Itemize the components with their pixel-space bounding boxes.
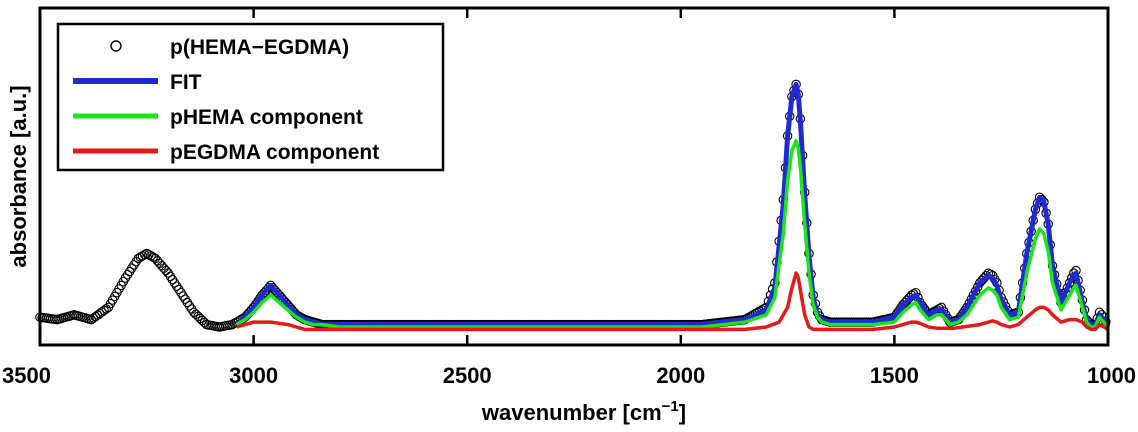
plot-area-frame — [38, 6, 1110, 347]
series-line — [234, 81, 1111, 329]
legend-label: p(HEMA−EGDMA) — [170, 36, 349, 59]
x-tick-label: 1500 — [870, 363, 919, 388]
x-axis-label: wavenumber [cm−1] — [481, 398, 686, 425]
x-axis-ticks: 3500 3000 2500 2000 1500 1000 — [2, 8, 1136, 388]
series-pegdma-component — [236, 271, 1109, 332]
legend-item: pHEMA component — [73, 106, 363, 129]
x-tick-label: 2500 — [443, 363, 492, 388]
legend-label: pEGDMA component — [170, 141, 379, 164]
data-point — [171, 281, 182, 291]
legend-marker — [110, 40, 122, 52]
x-tick-label: 2000 — [656, 363, 705, 388]
series-layer — [35, 79, 1111, 332]
legend-label: pHEMA component — [170, 106, 363, 129]
legend-item: pEGDMA component — [73, 141, 379, 164]
data-point — [129, 260, 139, 270]
series-line — [235, 139, 1110, 329]
data-point — [165, 271, 176, 282]
x-tick-label: 3000 — [229, 363, 278, 388]
data-point — [178, 291, 188, 301]
y-axis-label: absorbance [a.u.] — [6, 85, 31, 267]
x-tick-label: 1000 — [1087, 363, 1136, 388]
data-point — [139, 249, 150, 260]
series-fit — [234, 81, 1111, 329]
legend-item: FIT — [73, 71, 202, 94]
series-line — [236, 271, 1109, 332]
legend-item: p(HEMA−EGDMA) — [110, 36, 349, 59]
data-point — [122, 269, 133, 280]
data-point — [184, 301, 195, 311]
legend-box — [56, 22, 445, 172]
legend-label: FIT — [170, 71, 202, 94]
series-phema-component — [235, 139, 1110, 329]
x-axis-label-superscript: −1 — [662, 398, 679, 415]
legend: p(HEMA−EGDMA) FIT pHEMA component pEGDMA co… — [56, 22, 445, 172]
x-axis-label-main: wavenumber [cm — [481, 400, 662, 425]
x-axis-label-end: ] — [679, 400, 686, 425]
x-tick-label: 3500 — [2, 363, 51, 388]
